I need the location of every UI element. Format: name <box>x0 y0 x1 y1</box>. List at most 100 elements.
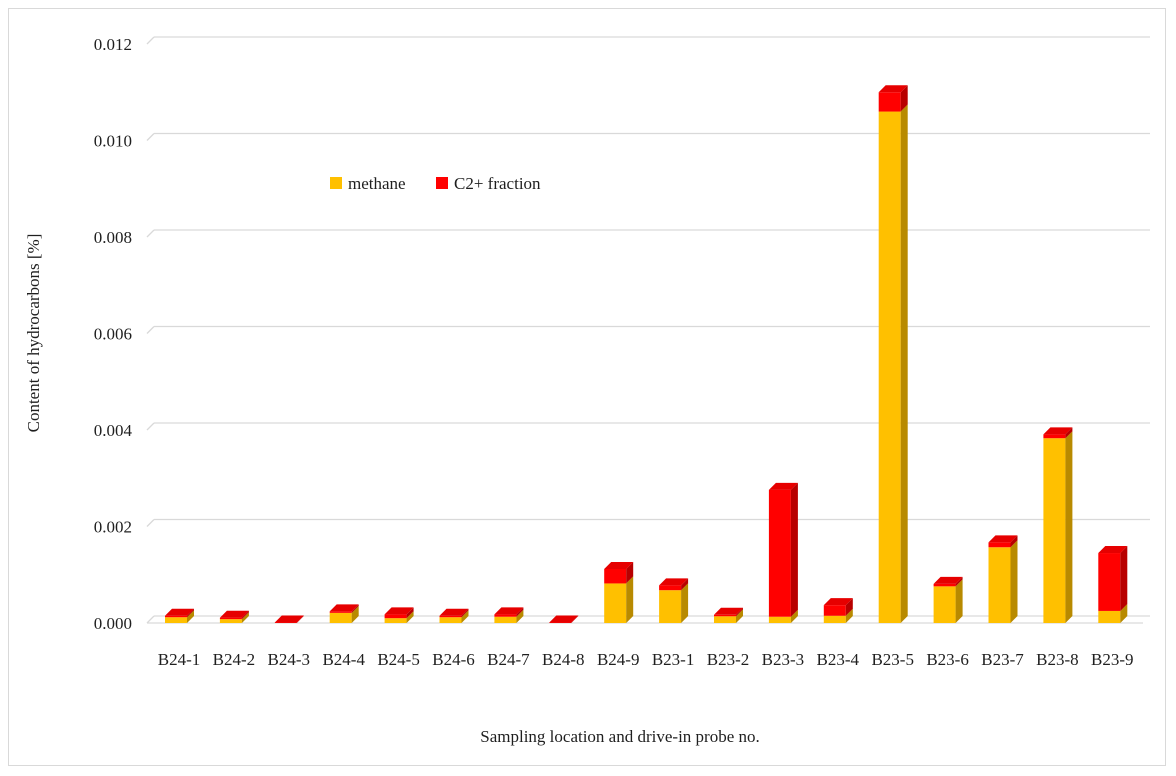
bar-b23-5-methane-side <box>900 104 908 624</box>
bar-b24-4-c2-fraction <box>329 611 352 613</box>
bar-stack-b24-3 <box>274 615 304 623</box>
bar-top-b24-9 <box>604 561 634 569</box>
bar-b23-6-methane-side <box>955 579 963 623</box>
bar-b24-7-c2-fraction-side <box>516 607 524 617</box>
bar-b24-6-methane-side <box>461 610 469 623</box>
bar-b24-4-c2-fraction-side <box>351 604 359 613</box>
bar-b23-5-methane <box>878 111 901 624</box>
bar-b23-8-c2-fraction-side <box>1065 427 1073 439</box>
bar-stack-b24-2 <box>219 610 249 623</box>
gridline-slant <box>146 36 155 45</box>
bar-stack-b24-9 <box>604 561 634 623</box>
bar-b24-7-methane <box>494 616 517 623</box>
x-tick-label: B23-8 <box>1036 650 1079 669</box>
bar-b24-1-c2-fraction-side <box>187 608 194 618</box>
bar-top-b23-7 <box>988 535 1018 543</box>
bar-b24-1-c2-fraction <box>165 615 187 618</box>
bar-b23-6-c2-fraction <box>933 583 956 587</box>
bar-b23-1-methane <box>659 590 682 623</box>
legend-label-c2-fraction: C2+ fraction <box>454 174 541 193</box>
bar-b23-8-c2-fraction <box>1043 434 1066 439</box>
y-tick-label: 0.008 <box>94 228 132 247</box>
bar-b23-7-c2-fraction-side <box>1010 535 1018 548</box>
bar-b23-3-c2-fraction-side <box>790 482 798 617</box>
bar-b23-2-methane-side <box>736 609 743 623</box>
x-tick-label: B24-4 <box>322 650 365 669</box>
bar-b24-3-c2-fraction-side <box>296 615 304 623</box>
bar-b24-2-methane-side <box>241 612 249 623</box>
bar-b23-6-methane <box>933 586 956 623</box>
x-tick-label: B24-8 <box>542 650 585 669</box>
bar-b23-2-c2-fraction <box>714 614 736 617</box>
y-tick-labels: 0.000 0.002 0.004 0.006 0.008 0.010 0.012 <box>94 35 133 633</box>
x-tick-label: B23-3 <box>762 650 805 669</box>
x-tick-label: B23-5 <box>871 650 914 669</box>
bar-stack-b24-7 <box>494 607 524 623</box>
bar-b23-4-methane <box>823 615 846 623</box>
legend: methane C2+ fraction <box>330 174 541 193</box>
bar-b23-3-methane-side <box>790 609 798 623</box>
gridline-slant <box>146 519 155 527</box>
chart-frame <box>8 8 1166 766</box>
bar-b23-1-c2-fraction <box>659 585 682 591</box>
bar-b23-9-methane <box>1098 610 1121 623</box>
bar-stack-b23-1 <box>659 578 689 623</box>
x-tick-label: B23-7 <box>981 650 1024 669</box>
x-tick-label: B24-3 <box>268 650 311 669</box>
bar-stack-b23-8 <box>1043 427 1073 623</box>
gridline-slant <box>146 326 155 334</box>
bars <box>165 85 1128 624</box>
bar-top-b24-6 <box>439 608 469 616</box>
bar-stack-b23-4 <box>823 598 853 623</box>
y-tick-label: 0.006 <box>94 325 132 344</box>
bar-b23-3-c2-fraction <box>768 489 791 617</box>
bar-stack-b24-6 <box>439 608 469 623</box>
bar-stack-b23-7 <box>988 535 1018 623</box>
bar-b23-4-c2-fraction-side <box>845 598 853 616</box>
legend-swatch-c2-fraction <box>436 177 448 189</box>
bar-b23-9-c2-fraction-side <box>1120 546 1128 611</box>
bar-top-b23-4 <box>823 598 853 606</box>
bar-top-b24-4 <box>329 604 359 612</box>
x-tick-label: B23-1 <box>652 650 695 669</box>
bar-b24-9-methane-side <box>626 576 634 623</box>
bar-stack-b23-2 <box>714 607 743 623</box>
y-tick-label: 0.004 <box>94 421 133 440</box>
bar-b23-4-c2-fraction <box>823 605 846 616</box>
bar-b24-6-methane <box>439 617 462 623</box>
bar-b23-7-methane <box>988 547 1011 623</box>
bar-b24-2-c2-fraction <box>219 617 242 620</box>
bar-b24-5-c2-fraction <box>384 614 407 619</box>
bar-stack-b24-5 <box>384 607 414 623</box>
x-tick-label: B23-6 <box>926 650 969 669</box>
bar-stack-b24-4 <box>329 604 359 623</box>
bar-stack-b23-9 <box>1098 546 1128 623</box>
bar-stack-b24-1 <box>165 608 194 623</box>
bar-stack-b23-5 <box>878 85 908 624</box>
legend-swatch-methane <box>330 177 342 189</box>
bar-stack-b23-6 <box>933 576 963 623</box>
bar-top-b23-5 <box>878 85 908 93</box>
bar-b24-9-methane <box>604 583 627 623</box>
gridline-slant <box>146 615 155 624</box>
bar-b23-1-methane-side <box>681 583 689 623</box>
x-tick-label: B23-4 <box>817 650 860 669</box>
bar-top-b23-6 <box>933 576 963 584</box>
bar-top-b23-8 <box>1043 427 1073 435</box>
bar-b23-5-c2-fraction <box>878 92 901 112</box>
bar-b24-4-methane <box>329 612 352 623</box>
bar-top-b24-2 <box>219 610 249 618</box>
legend-label-methane: methane <box>348 174 406 193</box>
bar-top-b24-8 <box>549 615 579 623</box>
bar-b24-5-methane <box>384 618 407 623</box>
x-tick-label: B24-2 <box>213 650 256 669</box>
bar-top-b23-2 <box>714 607 743 615</box>
bar-b23-1-c2-fraction-side <box>681 578 689 591</box>
bar-b24-2-c2-fraction-side <box>241 610 249 620</box>
bar-b24-6-c2-fraction <box>439 615 462 618</box>
x-axis-title: Sampling location and drive-in probe no. <box>480 727 760 746</box>
bar-b23-8-methane-side <box>1065 431 1073 623</box>
bar-b24-1-methane-side <box>187 610 194 623</box>
bar-b24-2-methane <box>219 619 242 623</box>
